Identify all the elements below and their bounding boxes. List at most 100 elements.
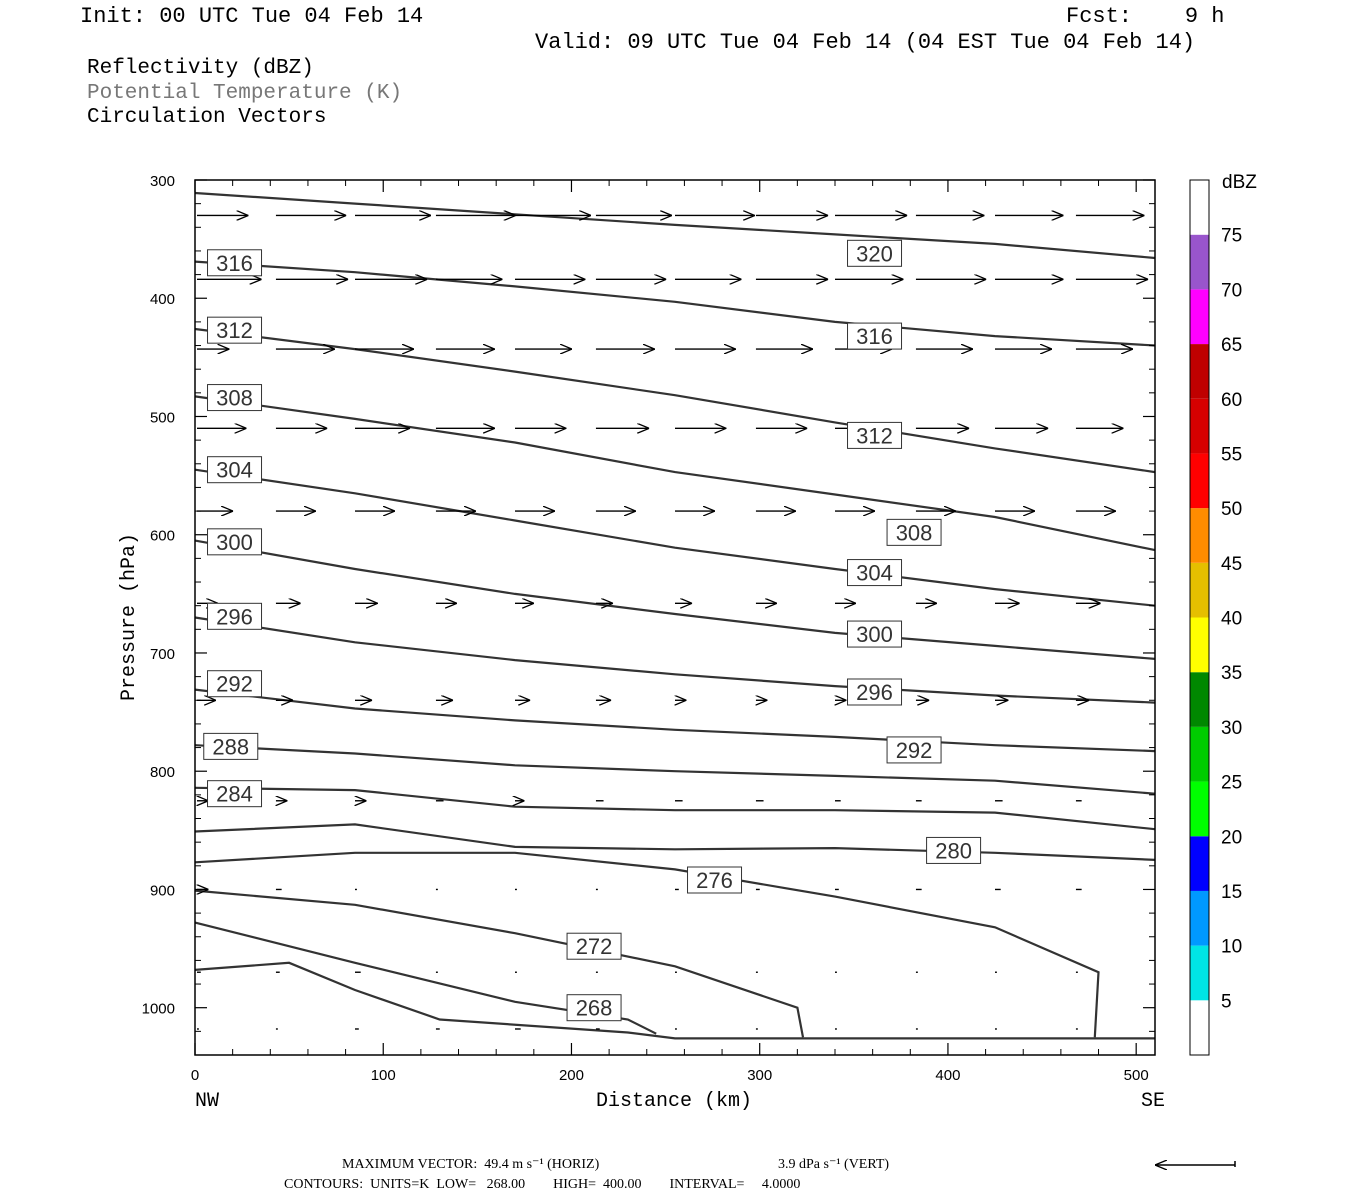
max-vector-vert: 3.9 dPa s⁻¹ (VERT) bbox=[778, 1157, 890, 1172]
contour-line-ground bbox=[194, 961, 1155, 1040]
y-tick-label: 500 bbox=[150, 409, 175, 426]
y-tick-label: 300 bbox=[150, 173, 175, 190]
field-potential-temperature: Potential Temperature (K) bbox=[87, 82, 403, 105]
svg-text:300: 300 bbox=[856, 622, 893, 647]
contour-line-268 bbox=[194, 921, 657, 1035]
field-circulation-vectors: Circulation Vectors bbox=[87, 106, 327, 129]
contour-label-280: 280 bbox=[926, 836, 982, 864]
contour-label-316: 316 bbox=[847, 322, 903, 350]
contour-label-312: 312 bbox=[847, 421, 903, 449]
svg-text:288: 288 bbox=[212, 734, 249, 759]
y-tick-label: 900 bbox=[150, 882, 175, 899]
svg-text:292: 292 bbox=[896, 738, 933, 763]
colorbar-label: 5 bbox=[1221, 991, 1232, 1012]
svg-text:316: 316 bbox=[216, 251, 253, 276]
contour-line-288 bbox=[194, 744, 1156, 795]
x-end-label-se: SE bbox=[1141, 1090, 1165, 1113]
colorbar-label: 70 bbox=[1221, 280, 1242, 301]
contour-label-296: 296 bbox=[847, 678, 903, 706]
contour-label-300: 300 bbox=[207, 528, 263, 556]
contour-label-292: 292 bbox=[886, 736, 942, 764]
colorbar-label: 10 bbox=[1221, 937, 1242, 958]
contour-label-276: 276 bbox=[687, 866, 743, 894]
svg-text:320: 320 bbox=[856, 241, 893, 266]
contour-line-320 bbox=[194, 191, 1156, 260]
contour-info: CONTOURS: UNITS=K LOW= 268.00 HIGH= 400.… bbox=[284, 1177, 801, 1192]
colorbar-segment bbox=[1190, 781, 1209, 837]
contour-label-292: 292 bbox=[207, 670, 263, 698]
contour-line-292 bbox=[194, 688, 1156, 753]
contour-label-300: 300 bbox=[847, 620, 903, 648]
x-tick-label: 400 bbox=[935, 1067, 960, 1084]
contour-label-304: 304 bbox=[207, 456, 263, 484]
colorbar-segment bbox=[1190, 289, 1209, 345]
y-tick-label: 600 bbox=[150, 528, 175, 545]
colorbar-label: 65 bbox=[1221, 335, 1242, 356]
colorbar-label: 20 bbox=[1221, 827, 1242, 848]
x-tick-label: 200 bbox=[559, 1067, 584, 1084]
svg-text:304: 304 bbox=[216, 458, 253, 483]
colorbar-segment bbox=[1190, 344, 1209, 399]
x-tick-label: 300 bbox=[747, 1067, 772, 1084]
colorbar-segment bbox=[1190, 453, 1209, 509]
y-tick-label: 400 bbox=[150, 291, 175, 308]
colorbar-label: 35 bbox=[1221, 663, 1242, 684]
svg-text:296: 296 bbox=[216, 604, 253, 629]
contour-line-308 bbox=[194, 395, 1156, 552]
svg-text:312: 312 bbox=[856, 423, 893, 448]
colorbar-segment bbox=[1190, 890, 1209, 946]
svg-text:316: 316 bbox=[856, 324, 893, 349]
svg-text:272: 272 bbox=[576, 934, 613, 959]
svg-text:308: 308 bbox=[896, 520, 933, 545]
colorbar-segment bbox=[1190, 508, 1209, 563]
colorbar-segment bbox=[1190, 617, 1209, 673]
colorbar-label: 55 bbox=[1221, 444, 1242, 465]
forecast-hour: Fcst: 9 h bbox=[1066, 4, 1225, 29]
colorbar-label: 15 bbox=[1221, 882, 1242, 903]
contour-label-284: 284 bbox=[207, 780, 263, 808]
colorbar: 5 10 15 20 25 30 35 40 45 50 55 60 65 70 75 bbox=[1189, 179, 1242, 1056]
svg-text:312: 312 bbox=[216, 318, 253, 343]
x-tick-label: 100 bbox=[371, 1067, 396, 1084]
contour-line-296 bbox=[194, 616, 1156, 704]
contour-line-316 bbox=[194, 260, 1156, 347]
colorbar-segment bbox=[1190, 672, 1209, 727]
colorbar-segment bbox=[1190, 180, 1209, 235]
svg-text:276: 276 bbox=[696, 868, 733, 893]
svg-text:296: 296 bbox=[856, 680, 893, 705]
contour-label-272: 272 bbox=[566, 932, 622, 960]
x-axis-label: Distance (km) bbox=[596, 1090, 752, 1113]
contour-line-300 bbox=[194, 539, 1156, 660]
colorbar-segment bbox=[1190, 945, 1209, 1001]
max-vector-horiz: MAXIMUM VECTOR: 49.4 m s⁻¹ (HORIZ) bbox=[342, 1157, 600, 1172]
colorbar-label: 40 bbox=[1221, 609, 1242, 630]
init-time: Init: 00 UTC Tue 04 Feb 14 bbox=[80, 4, 424, 29]
colorbar-segment bbox=[1190, 234, 1209, 290]
contour-layer bbox=[194, 191, 1156, 1040]
axes: 0 100 200 300 400 500 300 400 500 600 700 800 900 100… bbox=[142, 173, 1155, 1084]
colorbar-segment bbox=[1190, 726, 1209, 782]
colorbar-segment bbox=[1190, 1000, 1209, 1055]
x-end-label-nw: NW bbox=[195, 1090, 219, 1113]
svg-text:284: 284 bbox=[216, 782, 253, 807]
valid-time: Valid: 09 UTC Tue 04 Feb 14 (04 EST Tue … bbox=[535, 30, 1196, 55]
colorbar-segment bbox=[1190, 398, 1209, 454]
y-tick-label: 700 bbox=[150, 646, 175, 663]
contour-label-312: 312 bbox=[207, 316, 263, 344]
x-tick-label: 500 bbox=[1124, 1067, 1149, 1084]
contour-line-312 bbox=[194, 327, 1156, 474]
x-tick-label: 0 bbox=[191, 1067, 199, 1084]
plot-frame bbox=[194, 179, 1156, 1056]
y-tick-label: 800 bbox=[150, 764, 175, 781]
contour-label-layer: 3203163163123123083083043043003002962962… bbox=[203, 239, 982, 1022]
svg-text:268: 268 bbox=[576, 996, 613, 1021]
colorbar-label: 25 bbox=[1221, 773, 1242, 794]
colorbar-label: 50 bbox=[1221, 499, 1242, 520]
svg-text:308: 308 bbox=[216, 386, 253, 411]
contour-line-280 bbox=[194, 823, 1156, 861]
field-reflectivity: Reflectivity (dBZ) bbox=[87, 57, 314, 80]
contour-label-288: 288 bbox=[203, 732, 259, 760]
vector-layer bbox=[197, 215, 1149, 1030]
colorbar-label: 60 bbox=[1221, 390, 1242, 411]
colorbar-segment bbox=[1190, 836, 1209, 891]
